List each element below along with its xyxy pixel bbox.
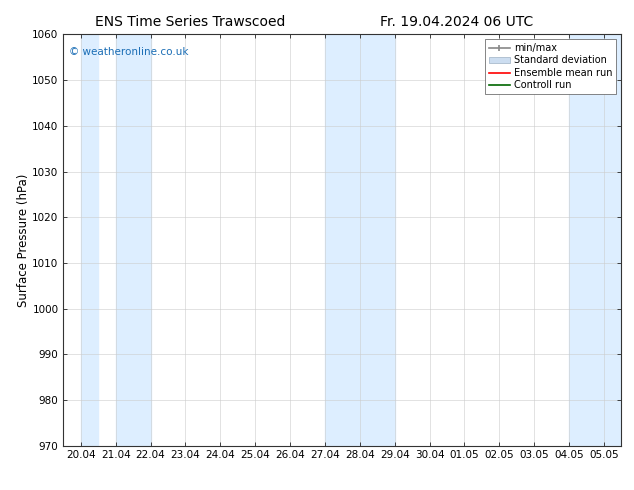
Y-axis label: Surface Pressure (hPa): Surface Pressure (hPa) [16, 173, 30, 307]
Text: © weatheronline.co.uk: © weatheronline.co.uk [69, 47, 188, 57]
Text: ENS Time Series Trawscoed: ENS Time Series Trawscoed [95, 15, 285, 29]
Legend: min/max, Standard deviation, Ensemble mean run, Controll run: min/max, Standard deviation, Ensemble me… [485, 39, 616, 94]
Bar [116, 34, 151, 446]
Bar [569, 34, 621, 446]
Text: Fr. 19.04.2024 06 UTC: Fr. 19.04.2024 06 UTC [380, 15, 533, 29]
Bar [325, 34, 394, 446]
Bar [81, 34, 98, 446]
